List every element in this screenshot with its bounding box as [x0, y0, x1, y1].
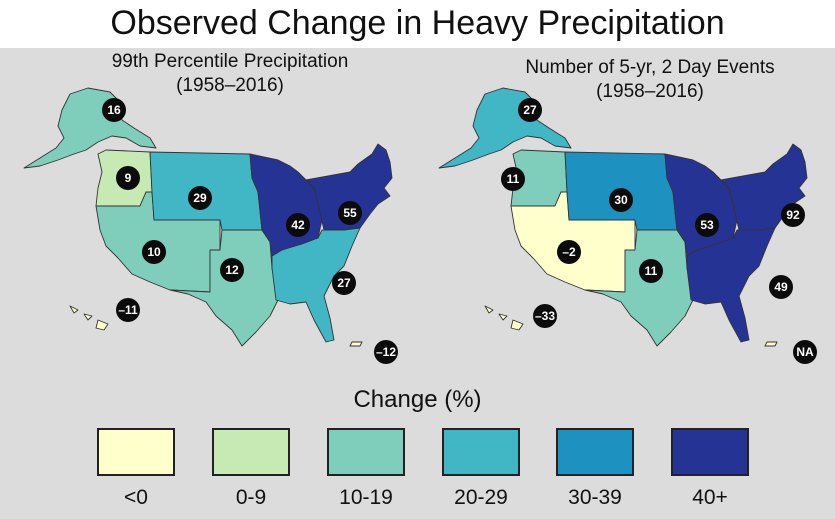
value-badge-northeast: 92	[781, 203, 805, 227]
badge-value: 30	[614, 193, 628, 207]
badge-value: 12	[225, 263, 239, 277]
value-badge-northwest: 9	[116, 166, 140, 190]
region-southeast	[686, 227, 776, 343]
value-badge-hawaii: –11	[116, 298, 140, 322]
badge-circle	[793, 340, 817, 364]
badge-circle	[116, 298, 140, 322]
badge-circle	[286, 213, 310, 237]
badge-circle	[533, 304, 557, 328]
legend-label: 40+	[692, 486, 728, 509]
value-badge-northwest: 11	[501, 167, 525, 191]
left-map-title-line2: (1958–2016)	[176, 75, 284, 96]
badge-value: –11	[118, 303, 138, 317]
left-map-title-line1: 99th Percentile Precipitation	[111, 51, 349, 72]
legend-label: 0-9	[235, 486, 267, 509]
badge-value: 27	[523, 103, 537, 117]
value-badge-great-plains-north: 30	[609, 188, 633, 212]
badge-value: 49	[774, 280, 788, 294]
value-badge-midwest: 42	[286, 213, 310, 237]
region-great-plains-south	[169, 229, 279, 347]
badge-circle	[781, 203, 805, 227]
legend-label: 30-39	[568, 486, 622, 509]
badge-value: –33	[535, 309, 555, 323]
region-caribbean	[764, 341, 778, 347]
value-badge-great-plains-south: 12	[220, 258, 244, 282]
badge-circle	[332, 271, 356, 295]
region-alaska	[23, 87, 157, 169]
badge-value: NA	[796, 345, 814, 359]
legend-label: <0	[124, 486, 148, 509]
value-badge-alaska: 27	[518, 98, 542, 122]
badge-circle	[501, 167, 525, 191]
value-badge-southwest: 10	[142, 240, 166, 264]
region-alaska	[438, 87, 572, 169]
figure-title: Observed Change in Heavy Precipitation	[110, 4, 725, 42]
badge-value: 11	[507, 172, 520, 186]
value-badge-alaska: 16	[102, 98, 126, 122]
badge-value: 53	[700, 218, 714, 232]
region-hawaii	[69, 305, 109, 331]
legend-swatch	[556, 428, 634, 476]
badge-circle	[695, 213, 719, 237]
legend-swatch	[327, 428, 405, 476]
legend-swatch	[671, 428, 749, 476]
badge-value: 42	[291, 218, 305, 232]
legend-label: 20-29	[454, 486, 508, 509]
value-badge-great-plains-south: 11	[639, 259, 663, 283]
region-great-plains-south	[584, 229, 694, 347]
value-badge-southeast: 49	[769, 275, 793, 299]
right-map-title-line2: (1958–2016)	[596, 81, 704, 102]
value-badge-caribbean: –12	[374, 340, 398, 364]
value-badge-midwest: 53	[695, 213, 719, 237]
value-badge-northeast: 55	[338, 201, 362, 225]
legend-title: Change (%)	[353, 386, 482, 413]
badge-circle	[518, 98, 542, 122]
legend-swatch	[212, 428, 290, 476]
badge-circle	[609, 188, 633, 212]
right-map-title-line1: Number of 5-yr, 2 Day Events	[525, 57, 775, 78]
badge-value: 29	[193, 191, 207, 205]
legend-swatch	[442, 428, 520, 476]
region-southeast	[271, 227, 361, 343]
badge-circle	[639, 259, 663, 283]
value-badge-southwest: –2	[557, 240, 581, 264]
left-map: 16 9 10 29 12 42 55 27 –11 –12	[23, 87, 398, 364]
value-badge-southeast: 27	[332, 271, 356, 295]
badge-value: 10	[147, 245, 161, 259]
right-map: 27 11 –2 30 11 53 92 49 –33 NA	[438, 87, 817, 364]
value-badge-caribbean: NA	[793, 340, 817, 364]
badge-value: 27	[337, 276, 351, 290]
legend-label: 10-19	[339, 486, 393, 509]
left-map-title: 99th Percentile Precipitation (1958–2016…	[50, 50, 410, 98]
right-map-title: Number of 5-yr, 2 Day Events (1958–2016)	[470, 56, 830, 104]
badge-circle	[102, 98, 126, 122]
badge-value: 16	[107, 103, 121, 117]
legend-swatch	[97, 428, 175, 476]
badge-circle	[769, 275, 793, 299]
value-badge-great-plains-north: 29	[188, 186, 212, 210]
badge-value: –2	[562, 245, 576, 259]
badge-value: 11	[645, 264, 658, 278]
badge-value: 9	[125, 171, 132, 185]
badge-value: 55	[343, 206, 357, 220]
badge-circle	[374, 340, 398, 364]
badge-circle	[116, 166, 140, 190]
value-badge-hawaii: –33	[533, 304, 557, 328]
badge-circle	[338, 201, 362, 225]
badge-circle	[220, 258, 244, 282]
region-caribbean	[349, 341, 363, 347]
region-hawaii	[484, 305, 524, 331]
badge-circle	[557, 240, 581, 264]
badge-circle	[188, 186, 212, 210]
badge-circle	[142, 240, 166, 264]
badge-value: –12	[376, 345, 396, 359]
badge-value: 92	[786, 208, 800, 222]
